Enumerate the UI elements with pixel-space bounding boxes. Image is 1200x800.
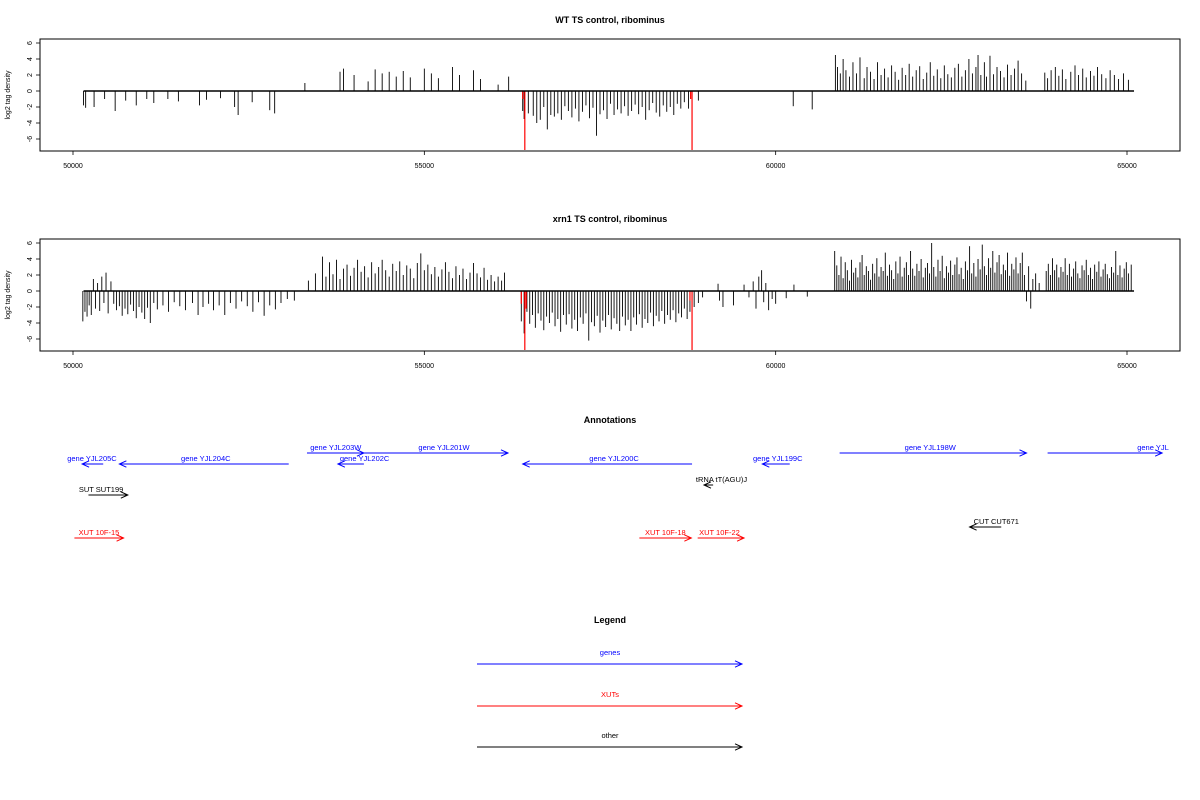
wt-bars [83,55,1135,150]
xrn1-y-axis: -6 -4 -2 0 2 4 6 [27,241,40,342]
xrn1-y-tick-label: -4 [27,320,34,326]
wt-y-tick-label: -2 [27,104,34,110]
annotation-feature-label: XUT 10F-18 [645,528,686,537]
annotation-feature: tRNA tT(AGU)J [696,475,748,489]
wt-plot-frame [39,38,1181,152]
legend-items: genes XUTs other [477,648,744,751]
xrn1-x-tick-label: 65000 [1117,363,1137,370]
wt-y-tick-label: 0 [27,89,34,93]
xrn1-y-tick-label: 2 [27,273,34,277]
annotation-feature-arrow-head [116,534,125,542]
wt-x-tick-label: 50000 [63,163,83,170]
annotation-feature-arrow-head [1154,449,1164,457]
xrn1-y-tick-label: -6 [27,336,34,342]
legend-panel: Legend genes XUTs other [477,615,744,751]
annotation-feature-arrow-head [80,460,90,468]
wt-x-tick-label: 65000 [1117,163,1137,170]
xrn1-track-title: xrn1 TS control, ribominus [553,214,668,224]
annotation-feature-arrow-head [761,460,770,468]
wt-track-panel: WT TS control, ribominus 50000 55000 60000… [5,15,1181,170]
legend-item-label: other [601,731,619,740]
xrn1-y-tick-label: 4 [27,257,34,261]
legend-item: XUTs [477,690,744,710]
annotations-panel: Annotations gene YJL205C gene YJL204Cgene… [67,415,1169,542]
wt-y-tick-label: 2 [27,73,34,77]
xrn1-x-tick-label: 55000 [415,363,435,370]
annotation-feature-arrow-head [736,534,746,542]
annotation-feature: gene YJL202C [336,454,390,468]
annotation-feature: CUT CUT671 [968,517,1019,531]
xrn1-x-tick-label: 50000 [63,363,83,370]
annotation-feature-arrow-head [1019,449,1028,457]
annotation-feature-label: CUT CUT671 [974,517,1019,526]
wt-y-axis: -6 -4 -2 0 2 4 6 [27,41,40,142]
xrn1-y-tick-label: 0 [27,289,34,293]
legend-item-label: XUTs [601,690,619,699]
wt-y-tick-label: -6 [27,136,34,142]
xrn1-bars [82,243,1135,350]
wt-y-tick-label: 6 [27,41,34,45]
annotation-feature-label: gene YJL201W [418,443,470,452]
annotation-feature-label: gene YJL [1137,443,1169,452]
annotation-feature-label: gene YJL203W [310,443,362,452]
xrn1-track-panel: xrn1 TS control, ribominus 50000 55000 600… [5,214,1181,370]
annotation-feature-arrow-head [702,481,712,489]
xrn1-y-axis-label: log2 tag density [5,270,12,320]
xrn1-plot-frame [39,238,1181,352]
annotation-feature-label: gene YJL202C [340,454,390,463]
annotation-feature: XUT 10F-15 [74,528,125,542]
annotation-feature-arrow-head [684,534,693,542]
legend-item-arrow-head [734,702,744,710]
legend-item-arrow-head [734,743,744,751]
annotation-feature: gene YJL [1047,443,1169,457]
wt-y-axis-label: log2 tag density [5,70,12,120]
xrn1-x-axis: 50000 55000 60000 65000 [63,351,1137,370]
annotation-feature-arrow-head [500,449,510,457]
legend-item: other [477,731,744,751]
annotation-feature-label: gene YJL199C [753,454,803,463]
annotation-feature-label: gene YJL198W [905,443,957,452]
annotation-feature: gene YJL201W [355,443,510,457]
annotation-feature-arrow-head [336,460,346,468]
wt-y-tick-label: 4 [27,57,34,61]
annotation-feature-label: SUT SUT199 [79,485,123,494]
wt-y-tick-label: -4 [27,120,34,126]
xrn1-y-tick-label: -2 [27,304,34,310]
annotation-tracks: gene YJL205C gene YJL204C gene YJL203W gene… [67,443,1169,542]
xrn1-y-tick-label: 6 [27,241,34,245]
annotation-feature-arrow-head [521,460,530,468]
annotation-feature-label: XUT 10F-15 [79,528,120,537]
annotation-feature-arrow-head [120,491,130,499]
legend-item-label: genes [600,648,621,657]
annotation-feature-arrow-head [968,523,977,531]
annotation-feature: gene YJL204C [118,454,289,468]
wt-x-axis: 50000 55000 60000 65000 [63,151,1137,170]
annotation-feature: gene YJL205C [67,454,117,468]
annotation-feature-label: gene YJL205C [67,454,117,463]
annotation-feature: gene YJL199C [753,454,803,468]
wt-x-tick-label: 60000 [766,163,786,170]
annotation-feature-label: tRNA tT(AGU)J [696,475,748,484]
annotation-feature-label: XUT 10F-22 [699,528,740,537]
legend-item: genes [477,648,744,668]
wt-track-title: WT TS control, ribominus [555,15,665,25]
wt-x-tick-label: 55000 [415,163,435,170]
annotations-title: Annotations [584,415,637,425]
annotation-feature-arrow-head [118,460,127,468]
annotation-feature: SUT SUT199 [79,485,130,499]
annotation-feature-label: gene YJL204C [181,454,231,463]
annotation-feature: XUT 10F-22 [697,528,746,542]
annotation-feature: gene YJL198W [839,443,1028,457]
annotation-feature: XUT 10F-18 [639,528,693,542]
legend-item-arrow-head [734,660,744,668]
legend-title: Legend [594,615,626,625]
annotation-feature-label: gene YJL200C [589,454,639,463]
annotation-feature: gene YJL200C [521,454,693,468]
xrn1-x-tick-label: 60000 [766,363,786,370]
